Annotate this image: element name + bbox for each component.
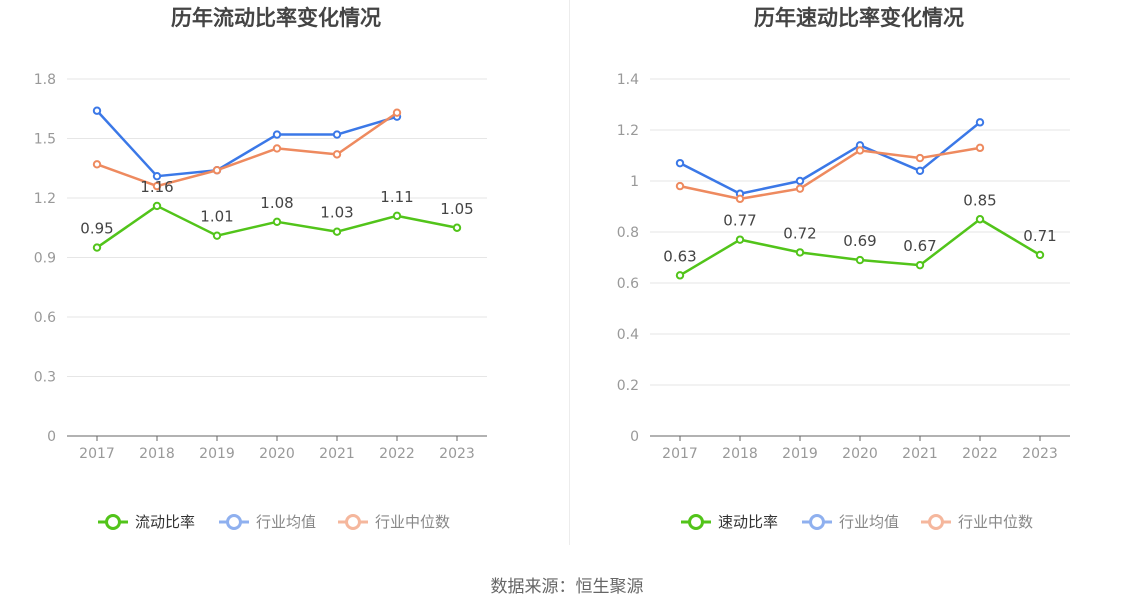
chart2-data-point [975,118,985,127]
chart2-x-tick-label: 2022 [962,446,998,462]
chart2-legend-swatch-marker [688,514,704,530]
chart1-x-tick-label: 2021 [319,446,355,462]
chart1-data-point [92,106,102,115]
chart2-y-tick-label: 0.8 [617,225,639,241]
chart1-x-tick-label: 2023 [439,446,475,462]
chart2-series-line-3 [679,146,981,201]
chart1-data-point [152,181,162,191]
chart1-x-tick-label: 2018 [139,446,175,462]
chart2-y-tick-label: 0 [630,429,639,445]
chart1-data-point [272,144,282,153]
chart2-data-point [795,248,805,257]
chart1-x-tick-label: 2017 [79,446,115,462]
chart2-data-point [795,176,805,186]
chart2-x-tick-label: 2021 [902,446,938,462]
chart1-data-point [212,231,222,240]
chart1-data-point [392,211,402,221]
chart2-data-label: 0.69 [843,232,876,250]
chart2-data-label: 0.77 [723,212,756,230]
chart1-data-label: 1.16 [140,178,173,196]
chart1-x-tick-label: 2022 [379,446,415,462]
panel-divider [569,0,570,545]
chart2-legend-swatch-marker [809,514,825,530]
chart2-x-tick-label: 2023 [1022,446,1058,462]
chart2-x-tick-label: 2020 [842,446,878,462]
chart2-data-point [735,194,745,204]
chart2-legend-label: 行业均值 [839,513,899,531]
chart1-x-tick-label: 2019 [199,446,235,462]
chart2-data-point [735,235,745,244]
chart2-y-tick-label: 0.2 [617,378,639,394]
chart2-legend-label: 行业中位数 [958,513,1033,531]
chart1-data-point [272,217,282,227]
chart2-data-point [1035,250,1045,260]
chart2-data-label: 0.85 [963,191,996,209]
chart2-y-tick-label: 0.6 [617,276,639,292]
chart2-data-point [855,146,865,155]
chart1-series-line-2 [96,109,398,178]
chart1-legend-label: 流动比率 [135,513,195,531]
chart2-title: 历年速动比率变化情况 [754,6,964,30]
chart1-x-tick-label: 2020 [259,446,295,462]
chart2-data-label: 0.71 [1023,227,1056,245]
chart2-data-point [675,271,685,280]
chart1-data-label: 1.08 [260,194,293,212]
chart2-data-point [675,158,685,168]
chart1-data-label: 1.05 [440,200,473,218]
chart2-data-point [915,166,925,176]
chart2-data-point [795,184,805,193]
chart1-series-line-1 [96,204,458,249]
chart1-series-line-3 [96,111,398,188]
chart2-data-label: 0.72 [783,224,816,242]
chart1-data-point [392,108,402,117]
chart2-legend-label: 速动比率 [718,513,778,531]
chart1-data-point [272,130,282,139]
chart1-data-point [332,227,342,236]
chart1-data-point [332,130,342,139]
chart1-title: 历年流动比率变化情况 [171,6,381,30]
chart1-data-point [452,223,462,232]
chart2-data-point [975,143,985,153]
chart1-legend-label: 行业均值 [256,513,316,531]
chart1-y-tick-label: 1.8 [34,72,56,88]
chart2-data-point [975,215,985,224]
chart2-y-tick-label: 1.4 [617,72,639,88]
chart1-y-tick-label: 0.6 [34,310,56,326]
chart1-legend-swatch-marker [345,514,361,530]
chart1-y-tick-label: 0.3 [34,370,56,386]
chart1-data-label: 1.03 [320,204,353,222]
chart2-y-tick-label: 1.2 [617,123,639,139]
chart1-y-tick-label: 1.2 [34,191,56,207]
chart1-legend-label: 行业中位数 [375,513,450,531]
chart2-x-tick-label: 2019 [782,446,818,462]
chart2-data-point [915,260,925,270]
chart2-x-tick-label: 2017 [662,446,698,462]
chart1-y-tick-label: 0.9 [34,251,56,267]
chart2-series-line-2 [679,121,981,195]
chart1-legend-swatch-marker [105,514,121,530]
chart1-y-tick-label: 0 [47,429,56,445]
chart2-data-point [915,153,925,163]
chart1-data-label: 1.11 [380,188,413,206]
chart1-y-tick-label: 1.5 [34,132,56,148]
data-source-caption: 数据来源：恒生聚源 [490,577,644,597]
chart1-legend-swatch-marker [226,514,242,530]
chart1-data-point [332,150,342,159]
chart2-data-point [675,181,685,191]
chart2-legend-swatch-marker [928,514,944,530]
chart2-data-label: 0.67 [903,237,936,255]
chart1-data-point [92,160,102,169]
chart1-data-point [92,243,102,252]
chart2-data-label: 0.63 [663,247,696,265]
chart2-x-tick-label: 2018 [722,446,758,462]
chart2-y-tick-label: 1 [630,174,639,190]
chart1-data-point [152,171,162,181]
chart1-data-label: 0.95 [80,220,113,238]
chart2-y-tick-label: 0.4 [617,327,639,343]
chart2-data-point [855,255,865,265]
chart1-data-point [152,201,162,211]
chart1-data-point [212,166,222,175]
chart1-data-label: 1.01 [200,208,233,226]
